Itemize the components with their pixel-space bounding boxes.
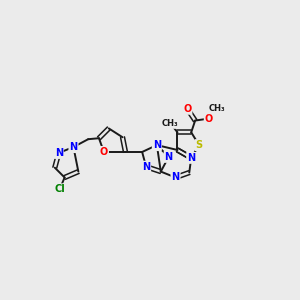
Text: CH₃: CH₃: [208, 104, 225, 113]
Text: Cl: Cl: [54, 184, 65, 194]
Text: N: N: [172, 172, 180, 182]
Text: N: N: [142, 162, 150, 172]
Text: O: O: [183, 104, 191, 114]
Text: CH₃: CH₃: [161, 119, 178, 128]
Text: N: N: [69, 142, 77, 152]
Text: O: O: [205, 114, 213, 124]
Text: S: S: [196, 140, 202, 150]
Text: N: N: [153, 140, 161, 150]
Text: N: N: [55, 148, 63, 158]
Text: N: N: [187, 153, 195, 163]
Text: O: O: [100, 147, 108, 157]
Text: N: N: [165, 152, 173, 162]
